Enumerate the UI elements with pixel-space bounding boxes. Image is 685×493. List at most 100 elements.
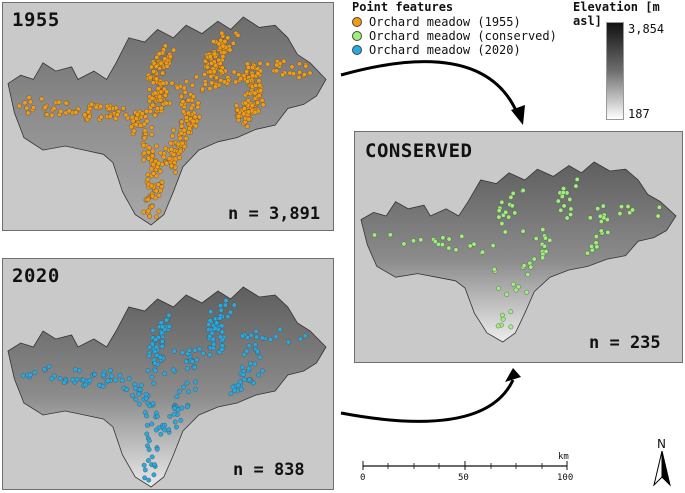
point-feature xyxy=(130,393,136,398)
point-feature xyxy=(209,60,214,66)
legend-label-1955: Orchard meadow (1955) xyxy=(369,15,521,29)
legend-dot-1955 xyxy=(352,17,362,27)
point-feature xyxy=(527,260,533,266)
point-feature xyxy=(83,382,88,388)
legend-item-2020: Orchard meadow (2020) xyxy=(352,43,572,57)
point-feature xyxy=(656,204,662,210)
arrow-1955-to-conserved xyxy=(340,60,520,116)
point-feature xyxy=(186,97,192,103)
point-feature xyxy=(446,236,452,242)
point-feature xyxy=(153,188,159,194)
point-feature xyxy=(139,111,145,117)
legend: Point features Orchard meadow (1955) Orc… xyxy=(352,0,572,57)
point-feature xyxy=(150,161,156,167)
point-feature xyxy=(249,103,255,108)
point-feature xyxy=(252,90,258,96)
point-feature xyxy=(147,213,153,219)
point-feature xyxy=(246,366,252,372)
point-feature xyxy=(150,102,156,108)
point-feature xyxy=(490,243,496,249)
point-feature xyxy=(169,80,175,86)
point-feature xyxy=(543,249,549,255)
point-feature xyxy=(126,376,132,382)
point-feature xyxy=(195,100,201,106)
point-feature xyxy=(257,82,263,88)
point-feature xyxy=(150,193,155,199)
point-feature xyxy=(72,367,78,373)
point-feature xyxy=(148,64,154,70)
point-feature xyxy=(627,210,633,216)
point-feature xyxy=(242,106,247,111)
point-feature xyxy=(238,76,244,82)
point-feature xyxy=(231,302,237,308)
point-feature xyxy=(202,72,208,77)
point-feature xyxy=(133,122,139,128)
point-feature xyxy=(524,289,530,295)
point-feature xyxy=(257,61,263,66)
point-feature xyxy=(564,215,570,221)
point-feature xyxy=(152,360,158,366)
point-feature xyxy=(183,115,189,121)
point-feature xyxy=(244,124,250,129)
point-feature xyxy=(157,355,163,360)
point-feature xyxy=(73,110,79,115)
point-feature xyxy=(246,116,252,122)
point-feature xyxy=(117,372,123,378)
point-feature xyxy=(179,140,185,146)
point-feature xyxy=(543,235,548,241)
point-feature xyxy=(124,387,130,393)
point-feature xyxy=(531,256,537,262)
point-feature xyxy=(148,166,154,172)
point-feature xyxy=(141,462,147,468)
point-feature xyxy=(194,74,199,80)
point-feature xyxy=(142,467,148,473)
point-feature xyxy=(217,315,223,321)
point-feature xyxy=(166,312,172,318)
point-feature xyxy=(533,236,539,242)
point-feature xyxy=(172,169,178,175)
point-feature xyxy=(525,272,531,278)
point-feature xyxy=(86,109,91,115)
point-feature xyxy=(508,194,514,200)
point-feature xyxy=(265,61,271,67)
point-feature xyxy=(595,206,601,212)
point-feature xyxy=(107,114,113,119)
point-feature xyxy=(296,75,302,80)
point-feature xyxy=(160,324,165,330)
point-feature xyxy=(597,213,603,219)
point-feature xyxy=(152,462,158,468)
point-feature xyxy=(100,383,106,389)
point-feature xyxy=(151,472,157,478)
point-feature xyxy=(108,368,113,373)
point-feature xyxy=(130,118,136,124)
point-feature xyxy=(181,85,187,91)
point-feature xyxy=(245,79,250,84)
point-feature xyxy=(145,368,151,374)
legend-dot-conserved xyxy=(352,31,362,41)
point-feature xyxy=(120,106,126,111)
point-feature xyxy=(87,378,93,384)
point-feature xyxy=(156,192,162,198)
point-feature xyxy=(162,427,168,433)
point-feature xyxy=(248,361,253,366)
point-feature xyxy=(32,370,38,376)
point-feature xyxy=(216,41,222,47)
point-feature xyxy=(157,94,163,100)
point-feature xyxy=(150,80,156,86)
point-feature xyxy=(186,348,192,353)
point-feature xyxy=(254,334,259,340)
point-feature xyxy=(178,417,184,423)
point-feature xyxy=(144,108,149,114)
point-feature xyxy=(46,364,52,370)
point-feature xyxy=(70,377,76,383)
point-feature xyxy=(192,347,198,353)
point-feature xyxy=(217,61,223,66)
point-feature xyxy=(162,371,168,377)
scale-bar: km 0 50 100 xyxy=(360,452,573,483)
north-arrow: N xyxy=(652,437,672,487)
point-feature xyxy=(149,454,155,460)
point-feature xyxy=(141,157,147,163)
point-feature xyxy=(197,346,202,352)
point-feature xyxy=(182,89,188,95)
point-feature xyxy=(260,102,266,108)
